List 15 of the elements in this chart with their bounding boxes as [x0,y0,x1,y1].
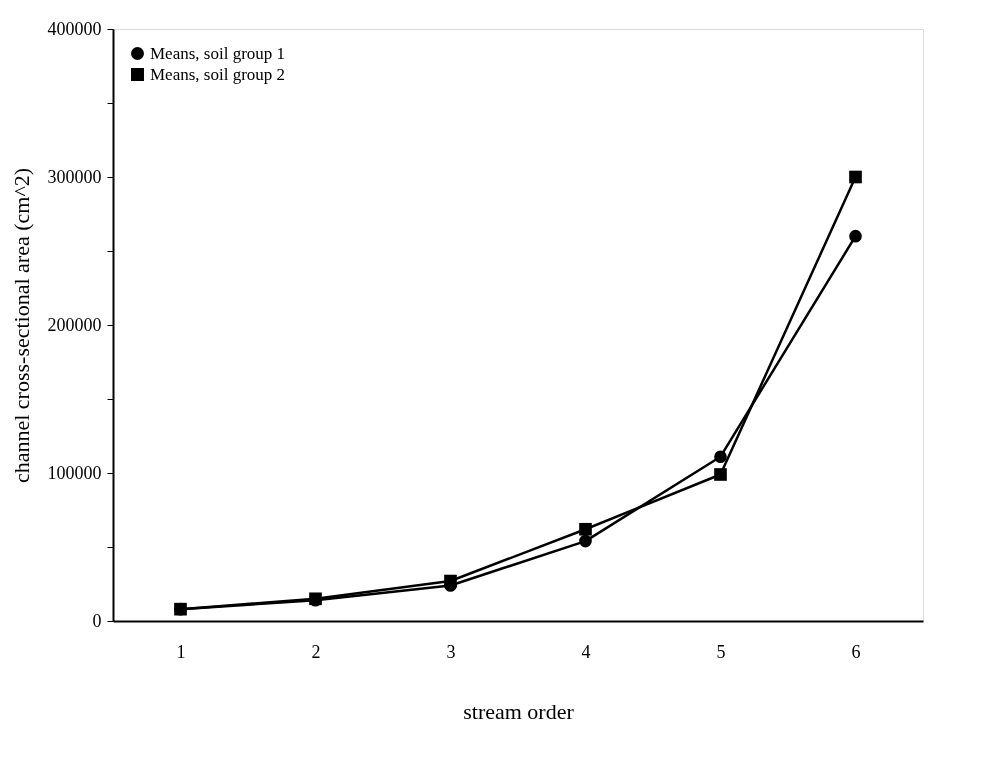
x-tick-label: 1 [176,641,186,662]
y-tick-label: 400000 [47,18,102,39]
x-tick-label: 6 [851,641,861,662]
x-tick-label: 4 [581,641,591,662]
x-axis-title: stream order [463,698,575,724]
x-tick-label: 5 [716,641,726,662]
legend-label: Means, soil group 1 [150,43,286,63]
y-tick-label: 100000 [47,462,102,483]
y-tick-label: 200000 [47,314,102,335]
y-tick-label: 0 [92,610,102,631]
x-tick-label: 2 [311,641,321,662]
legend-label: Means, soil group 2 [150,64,286,84]
y-tick-label: 300000 [47,166,102,187]
x-tick-label: 3 [446,641,456,662]
y-axis-title: channel cross-sectional area (cm^2) [8,167,34,484]
